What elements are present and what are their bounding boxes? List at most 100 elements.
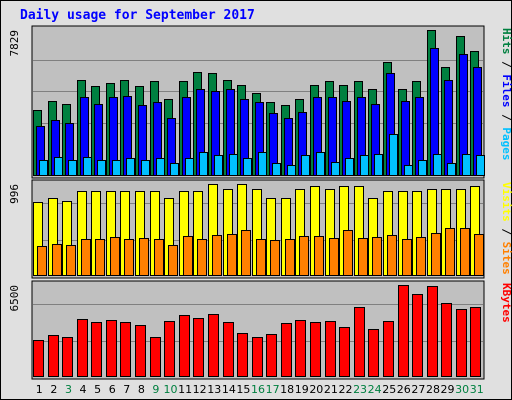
- legend-kbytes: KBytes: [500, 283, 512, 323]
- bar-sites-day-7: [124, 239, 134, 276]
- bar-kbytes-day-8: [135, 325, 146, 377]
- x-tick-label-5: 5: [94, 383, 101, 396]
- bar-pages-day-1: [39, 160, 48, 176]
- legend-pages: Pages: [500, 127, 512, 160]
- x-tick-label-16: 16: [251, 383, 265, 396]
- bar-kbytes-day-5: [91, 322, 102, 377]
- legend-visits: Visits: [500, 182, 512, 222]
- x-tick-label-20: 20: [309, 383, 323, 396]
- bar-pages-day-7: [126, 158, 135, 176]
- x-tick-label-13: 13: [207, 383, 221, 396]
- bar-sites-day-20: [314, 236, 324, 276]
- bar-pages-day-31: [476, 155, 485, 176]
- bar-pages-day-11: [185, 158, 194, 176]
- x-tick-label-3: 3: [65, 383, 72, 396]
- bar-sites-day-19: [299, 236, 309, 276]
- bar-pages-day-10: [170, 163, 179, 176]
- bar-pages-day-9: [156, 158, 165, 176]
- legend-hits: Hits: [500, 28, 512, 55]
- bar-pages-day-23: [360, 155, 369, 176]
- bar-sites-day-12: [197, 239, 207, 276]
- series-label-1: Hits / Files / Pages: [500, 28, 512, 161]
- x-tick-label-26: 26: [397, 383, 411, 396]
- bar-pages-day-13: [214, 155, 223, 176]
- bar-pages-day-21: [331, 162, 340, 176]
- bar-sites-day-22: [343, 230, 353, 276]
- bar-pages-day-6: [112, 160, 121, 176]
- bar-pages-day-26: [404, 165, 413, 176]
- bar-kbytes-day-25: [383, 321, 394, 377]
- bar-sites-day-15: [241, 230, 251, 276]
- bar-kbytes-day-6: [106, 320, 117, 377]
- bar-kbytes-day-30: [456, 309, 467, 377]
- bar-pages-day-22: [345, 158, 354, 176]
- x-tick-label-28: 28: [426, 383, 440, 396]
- x-tick-label-24: 24: [368, 383, 382, 396]
- bar-sites-day-10: [168, 245, 178, 276]
- x-tick-label-18: 18: [280, 383, 294, 396]
- bar-pages-day-20: [316, 152, 325, 176]
- bar-sites-day-24: [372, 237, 382, 276]
- x-tick-label-14: 14: [222, 383, 236, 396]
- bar-pages-day-30: [462, 154, 471, 176]
- y-max-label-2: 996: [8, 184, 21, 204]
- bar-sites-day-11: [183, 236, 193, 276]
- bar-sites-day-27: [416, 237, 426, 276]
- bar-kbytes-day-3: [62, 337, 73, 377]
- bar-sites-day-1: [37, 246, 47, 276]
- bar-pages-day-28: [433, 154, 442, 176]
- legend-sites: Sites: [500, 242, 512, 275]
- bar-files-day-29: [444, 80, 453, 176]
- bar-kbytes-day-4: [77, 319, 88, 377]
- x-tick-label-10: 10: [164, 383, 178, 396]
- bar-sites-day-17: [270, 240, 280, 276]
- x-tick-label-27: 27: [411, 383, 425, 396]
- bar-pages-day-16: [258, 152, 267, 176]
- series-label-3: KBytes: [500, 283, 512, 323]
- bar-kbytes-day-13: [208, 314, 219, 377]
- x-tick-label-22: 22: [338, 383, 352, 396]
- bar-kbytes-day-9: [150, 337, 161, 377]
- bar-sites-day-5: [95, 239, 105, 276]
- x-tick-label-31: 31: [470, 383, 484, 396]
- y-max-label-3: 6500: [8, 285, 21, 312]
- x-tick-label-8: 8: [138, 383, 145, 396]
- bar-kbytes-day-23: [354, 307, 365, 377]
- legend-files: Files: [500, 74, 512, 107]
- bar-kbytes-day-28: [427, 286, 438, 377]
- bar-sites-day-13: [212, 235, 222, 276]
- bar-pages-day-19: [301, 155, 310, 176]
- x-tick-label-23: 23: [353, 383, 367, 396]
- bar-sites-day-9: [154, 239, 164, 276]
- bar-sites-day-18: [285, 239, 295, 276]
- bar-kbytes-day-29: [441, 303, 452, 377]
- bar-kbytes-day-27: [412, 294, 423, 377]
- bar-sites-day-30: [460, 228, 470, 276]
- bar-sites-day-14: [227, 234, 237, 276]
- bar-kbytes-day-19: [295, 320, 306, 377]
- legend-separator: /: [500, 108, 512, 128]
- bar-kbytes-day-22: [339, 327, 350, 377]
- x-tick-label-2: 2: [50, 383, 57, 396]
- bar-pages-day-3: [68, 160, 77, 176]
- x-tick-label-21: 21: [324, 383, 338, 396]
- bar-kbytes-day-10: [164, 321, 175, 377]
- x-tick-label-30: 30: [455, 383, 469, 396]
- bar-sites-day-3: [66, 245, 76, 276]
- legend-separator: /: [500, 222, 512, 242]
- x-tick-label-19: 19: [295, 383, 309, 396]
- x-tick-label-6: 6: [109, 383, 116, 396]
- bar-pages-day-24: [374, 154, 383, 176]
- bar-pages-day-25: [389, 134, 398, 176]
- bar-pages-day-8: [141, 160, 150, 176]
- x-tick-label-12: 12: [193, 383, 207, 396]
- bar-sites-day-26: [402, 239, 412, 276]
- bar-kbytes-day-7: [120, 322, 131, 377]
- bar-kbytes-day-12: [193, 318, 204, 377]
- series-label-2: Visits / Sites: [500, 182, 512, 275]
- bar-pages-day-15: [243, 158, 252, 176]
- bar-kbytes-day-31: [470, 307, 481, 377]
- x-tick-label-29: 29: [441, 383, 455, 396]
- bar-kbytes-day-20: [310, 322, 321, 377]
- bar-kbytes-day-26: [398, 285, 409, 377]
